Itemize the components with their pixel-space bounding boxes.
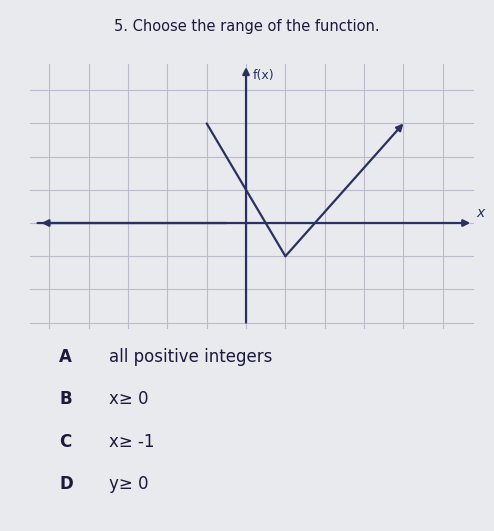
Text: f(x): f(x) <box>253 68 275 82</box>
Text: B: B <box>59 390 72 408</box>
Text: C: C <box>59 433 72 451</box>
Text: x: x <box>476 207 485 220</box>
Text: 5. Choose the range of the function.: 5. Choose the range of the function. <box>114 19 380 33</box>
Text: x≥ 0: x≥ 0 <box>109 390 148 408</box>
Text: all positive integers: all positive integers <box>109 348 272 366</box>
Text: x≥ -1: x≥ -1 <box>109 433 154 451</box>
Text: A: A <box>59 348 72 366</box>
Text: D: D <box>59 475 73 493</box>
Text: y≥ 0: y≥ 0 <box>109 475 148 493</box>
